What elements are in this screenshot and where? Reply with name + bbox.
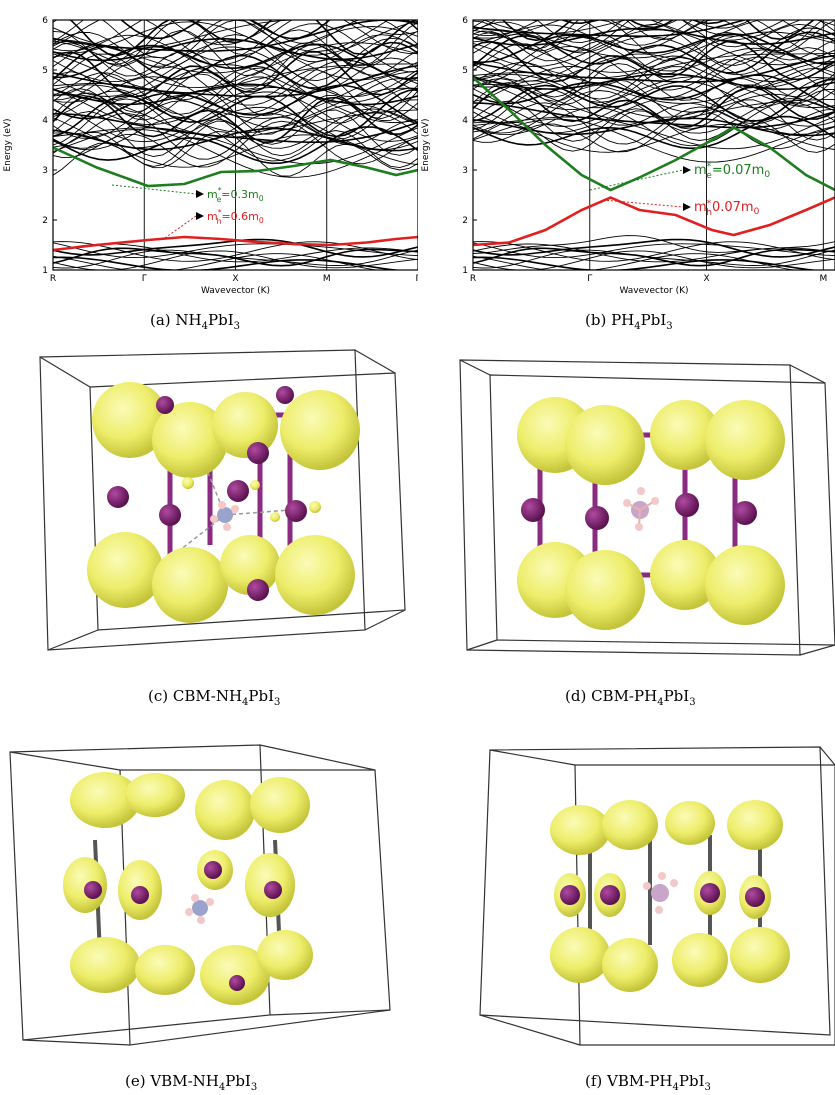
kpoint-label: R	[50, 274, 56, 284]
valence-band	[53, 235, 418, 252]
plot-frame	[472, 19, 835, 271]
y-tick-label: 1	[42, 266, 48, 276]
cbm-nh4pbi3-render	[30, 345, 420, 675]
y-tick-label: 5	[462, 66, 468, 76]
band-structure-panel-a: RΓXMΓ123456Energy (eV)Wavevector (K)m*e=…	[0, 0, 421, 300]
vbm-nh4pbi3-render	[5, 740, 405, 1060]
kpoint-label: Γ	[142, 274, 147, 284]
caption-d: (d) CBM-PH4PbI3	[565, 687, 696, 708]
y-tick-label: 3	[462, 166, 468, 176]
effective-mass-label: m* e=0.3m0	[207, 186, 264, 204]
band-structure-panel-b: R Γ X M 1 2 3 4 5 6 Energy (eV) Wavevector (K) m* e=0…	[418, 0, 835, 300]
y-tick-label: 6	[462, 16, 468, 26]
y-axis-label: Energy (eV)	[421, 118, 431, 171]
y-tick-label: 1	[462, 266, 468, 276]
y-tick-label: 3	[42, 166, 48, 176]
kpoint-label: Γ	[587, 274, 592, 284]
caption-f: (f) VBM-PH4PbI3	[585, 1072, 711, 1093]
y-tick-label: 6	[42, 16, 48, 26]
caption-e: (e) VBM-NH4PbI3	[125, 1072, 258, 1093]
y-tick-label: 2	[42, 216, 48, 226]
kpoint-label: X	[232, 274, 238, 284]
caption-c: (c) CBM-NH4PbI3	[148, 687, 281, 708]
y-tick-label: 4	[42, 116, 48, 126]
y-axis-label: Energy (eV)	[3, 118, 13, 171]
effective-mass-label: m* e=0.07m0	[694, 162, 770, 181]
conduction-band	[473, 76, 835, 192]
x-axis-label: Wavevector (K)	[201, 286, 270, 296]
y-tick-label: 2	[462, 216, 468, 226]
vbm-ph4pbi3-render	[470, 745, 835, 1060]
conduction-band	[53, 146, 418, 188]
caption-b: (b) PH4PbI3	[585, 311, 673, 332]
effective-mass-label: m* h=0.6m0	[207, 208, 264, 226]
x-axis-label: Wavevector (K)	[619, 286, 688, 296]
y-tick-label: 4	[462, 116, 468, 126]
effective-mass-label: m* h0.07m0	[694, 199, 760, 218]
valence-band	[473, 196, 835, 247]
y-tick-label: 5	[42, 66, 48, 76]
caption-a: (a) NH4PbI3	[150, 311, 241, 332]
kpoint-label: M	[323, 274, 331, 284]
kpoint-label: R	[470, 274, 476, 284]
band-chart-b: R Γ X M 1 2 3 4 5 6 Energy (eV) Wavevector (K) m* e=0…	[421, 16, 835, 296]
kpoint-label: X	[703, 274, 709, 284]
cbm-ph4pbi3-render	[455, 355, 835, 675]
kpoint-label: M	[819, 274, 827, 284]
background-bands	[473, 20, 835, 270]
band-chart-a: RΓXMΓ123456Energy (eV)Wavevector (K)m*e=…	[3, 16, 421, 296]
